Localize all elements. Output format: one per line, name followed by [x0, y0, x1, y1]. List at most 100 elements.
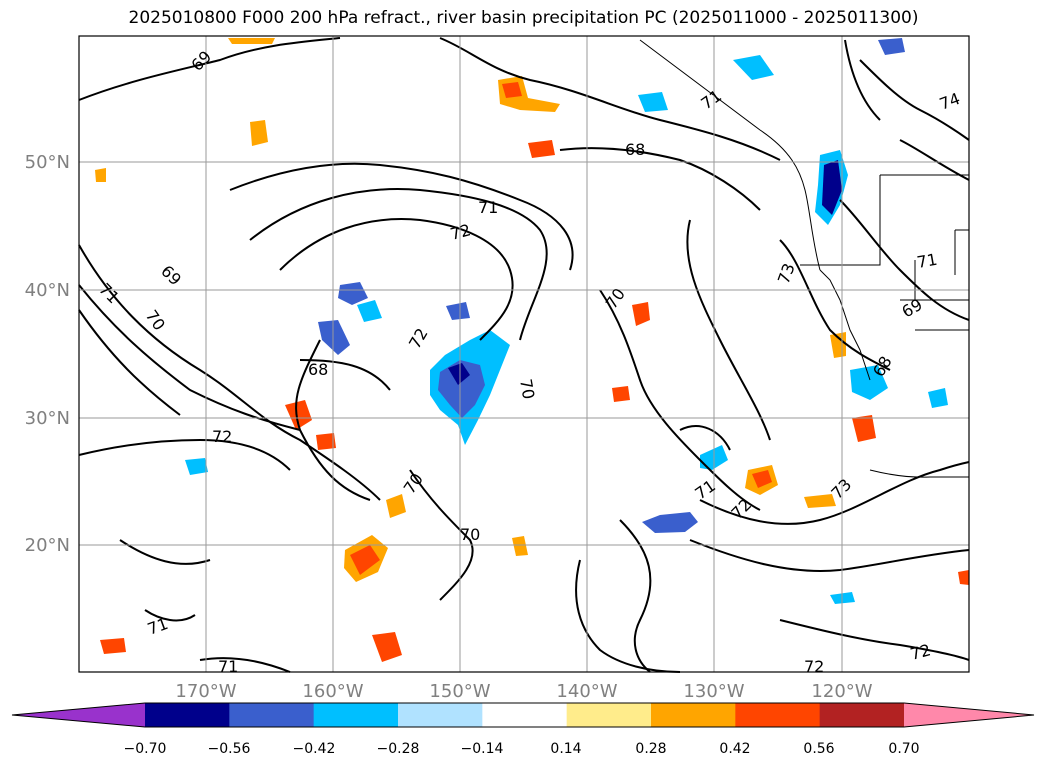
pos-anom-area [512, 536, 528, 556]
colorbar-outline [11, 702, 1035, 728]
contour-line [409, 469, 474, 601]
lon-label: 130°W [683, 681, 744, 702]
map-background [79, 36, 969, 672]
contour-label: 72 [448, 220, 473, 244]
contour-line [779, 619, 970, 661]
pos-anom-core [502, 82, 522, 98]
contour-line [559, 147, 761, 211]
border-line [900, 260, 969, 331]
colorbar-tick-label: −0.56 [208, 741, 251, 757]
colorbar-cell [482, 703, 568, 727]
colorbar-tick-label: −0.42 [293, 741, 336, 757]
colorbar-tick-label: 0.28 [635, 741, 666, 757]
refractivity-contours [78, 37, 970, 673]
colorbar-cell [229, 703, 315, 727]
contour-label: 70 [516, 377, 538, 400]
contour-line [299, 359, 391, 391]
colorbar-extend-low [12, 703, 145, 727]
colorbar-tick-label: 0.14 [550, 741, 581, 757]
colorbar: −0.70 −0.56 −0.42 −0.28 −0.14 0.14 0.28 … [11, 702, 1035, 757]
contour-line [229, 162, 574, 271]
colorbar-tick-label: 0.42 [719, 741, 750, 757]
pos-anom-area [250, 120, 268, 146]
neg-anom-area [338, 282, 368, 305]
axis-labels: 50°N 40°N 30°N 20°N 170°W 160°W 150°W 14… [25, 152, 873, 702]
map-gridlines [79, 36, 969, 672]
border-line [954, 229, 969, 275]
contour-line [78, 37, 341, 101]
lat-label: 50°N [25, 152, 70, 173]
pos-anom-area [95, 168, 106, 182]
contour-label: 68 [625, 140, 645, 159]
pos-anom-core [752, 470, 772, 488]
contour-label: 71 [478, 198, 498, 217]
pos-anom-core [100, 638, 126, 654]
colorbar-cell [145, 703, 230, 727]
pos-anom-core [372, 632, 402, 662]
pos-anom-core [632, 302, 650, 326]
contour-line [78, 284, 301, 431]
contour-line [599, 289, 761, 511]
contour-label: 71 [915, 250, 938, 272]
border-line [869, 469, 969, 478]
contour-label: 72 [804, 657, 824, 676]
contour-label: 72 [212, 427, 232, 446]
neg-anom-area [878, 38, 905, 55]
neg-anom-area [638, 92, 668, 112]
colorbar-cell [819, 703, 905, 727]
colorbar-tick-label: −0.70 [124, 741, 167, 757]
contour-label: 72 [908, 640, 933, 664]
contour-line [78, 244, 381, 501]
lon-label: 160°W [302, 681, 363, 702]
coastline-path [819, 269, 871, 381]
neg-anom-area [185, 458, 208, 475]
lat-label: 40°N [25, 280, 70, 301]
contour-line [899, 139, 970, 181]
neg-anom-area [733, 55, 774, 80]
pos-anom-core [316, 433, 336, 450]
colorbar-extend-high [904, 703, 1034, 727]
pos-anom-area [804, 494, 836, 508]
contour-line [844, 39, 881, 121]
colorbar-cell [398, 703, 483, 727]
coastline-path [639, 39, 821, 271]
neg-anom-core [822, 160, 842, 215]
colorbar-cell [651, 703, 736, 727]
contour-line [575, 559, 681, 673]
contour-line [619, 519, 652, 673]
contour-line [779, 239, 891, 371]
lon-label: 120°W [811, 681, 872, 702]
lon-label: 140°W [556, 681, 617, 702]
neg-anom-area [850, 365, 888, 400]
contour-line [295, 339, 371, 501]
neg-anom-max [448, 363, 470, 385]
pos-anom-area [386, 494, 406, 518]
colorbar-cell [313, 703, 399, 727]
neg-anom-core [438, 360, 485, 418]
contour-line [839, 199, 970, 321]
lon-label: 150°W [429, 681, 490, 702]
pos-anom-core [958, 570, 969, 585]
contour-line [119, 539, 211, 565]
neg-anom-area [357, 300, 382, 322]
lat-label: 30°N [25, 408, 70, 429]
lon-label: 170°W [175, 681, 236, 702]
contour-line [144, 609, 196, 622]
pos-anom-core [350, 545, 380, 575]
map-panel: 69 69 71 70 72 71 72 68 68 72 70 71 70 7… [78, 35, 970, 676]
pos-anom-core [285, 400, 312, 430]
border-line [800, 175, 881, 266]
contour-label: 70 [460, 525, 480, 544]
neg-anom-area [318, 320, 350, 355]
map-title: 2025010800 F000 200 hPa refract., river … [128, 8, 919, 28]
pos-anom-core [528, 140, 555, 158]
pos-anom-core [852, 415, 876, 442]
colorbar-tick-label: −0.14 [461, 741, 504, 757]
lat-label: 20°N [25, 535, 70, 556]
colorbar-tick-label: −0.28 [377, 741, 420, 757]
colorbar-tick-label: 0.70 [888, 741, 919, 757]
colorbar-cell [566, 703, 652, 727]
contour-line [859, 59, 970, 141]
neg-anom-area [928, 388, 948, 408]
